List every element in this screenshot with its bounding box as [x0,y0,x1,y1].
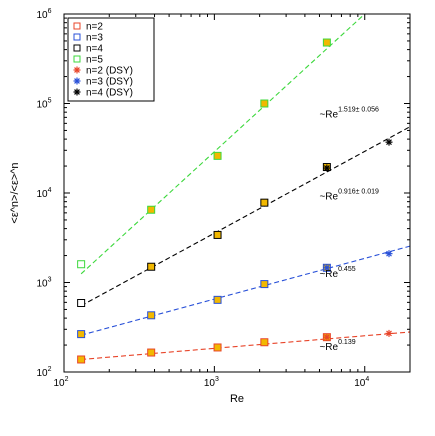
legend-label: n=3 (DSY) [86,77,133,88]
fit-line [80,14,366,275]
data-point-square [322,38,331,47]
data-point-square [77,355,86,364]
data-point-square [213,343,222,352]
data-point-square [213,230,222,239]
fit-annotation: ~Re0.139 [319,339,355,353]
y-tick-label: 103 [36,277,51,290]
fit-annotation: ~Re1.519± 0.056 [319,106,379,120]
x-tick-label: 103 [204,376,219,389]
legend-label: n=5 [86,55,103,66]
legend: n=2n=3n=4n=5n=2 (DSY)n=3 (DSY)n=4 (DSY) [67,17,155,102]
data-point-square [213,295,222,304]
fit-line [80,245,410,336]
data-point-square [147,348,156,357]
legend-box [67,17,155,102]
legend-marker-square [73,44,81,52]
legend-label: n=3 [86,33,103,44]
tick-layer: 102 103 104 102 103 104 105 106 [36,8,411,389]
data-point-square [147,311,156,320]
x-tick-label: 104 [354,376,369,389]
legend-label: n=2 [86,22,103,33]
legend-label: n=4 [86,44,103,55]
data-point-star [323,264,331,272]
data-point-star [385,329,393,337]
data-point-square [147,262,156,271]
legend-marker-square [73,55,81,63]
x-axis-label: Re [230,393,244,405]
legend-label: n=4 (DSY) [86,88,133,99]
fit-line-layer [80,14,410,361]
data-point-square [77,330,86,339]
data-point-star [323,333,331,341]
fit-annotation: ~Re0.916± 0.019 [319,188,379,202]
legend-marker-star [73,77,81,85]
x-tick-label: 102 [53,376,68,389]
data-point-star [323,164,331,172]
fit-line [81,331,410,361]
fit-annotation-layer: ~Re1.519± 0.056 ~Re0.916± 0.019 ~Re0.455 ~R… [319,106,379,353]
fit-line [80,126,410,307]
data-point-star [385,250,393,258]
data-point-square [260,99,269,108]
data-point-square [260,338,269,347]
data-point-square [147,205,156,214]
data-point-square [260,280,269,289]
data-point-square [260,198,269,207]
data-point-layer [77,38,393,364]
data-point-square [77,299,86,308]
y-tick-label: 106 [36,8,51,21]
data-point-square [213,151,222,160]
legend-label: n=2 (DSY) [86,66,133,77]
y-tick-label: 104 [36,187,51,200]
legend-marker-square [73,22,81,30]
y-tick-label: 102 [36,366,51,379]
y-axis-label: <ε^n>/<ε>^n [9,162,21,223]
fit-annotation: ~Re0.455 [319,266,355,280]
legend-marker-star [73,66,81,74]
data-point-square [77,260,86,269]
data-point-star [385,138,393,146]
legend-marker-star [73,88,81,96]
y-tick-label: 105 [36,98,51,111]
legend-marker-square [73,33,81,41]
